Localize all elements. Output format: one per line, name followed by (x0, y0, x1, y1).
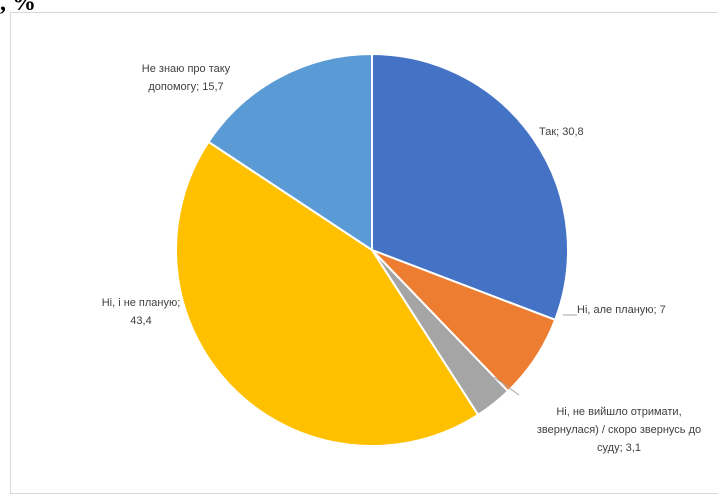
data-label-line: допомогу; 15,7 (148, 81, 223, 93)
data-label-4: Ні, і не планую; 43,4 (102, 297, 181, 327)
pie-slice-4 (175, 140, 480, 447)
chart-area: Так; 30,8 Ні, але планую; 7 Ні, не вийшло … (10, 12, 718, 494)
data-label-line: Так; 30,8 (539, 126, 584, 138)
data-label-2: Ні, але планую; 7 (577, 304, 666, 316)
pie-slice-5 (207, 52, 373, 252)
data-label-line: Не знаю про таку (142, 63, 231, 75)
data-label-line: Ні, і не планую; (102, 297, 181, 309)
data-labels: Так; 30,8 Ні, але планую; 7 Ні, не вийшло … (102, 63, 701, 454)
data-label-line: звернулася) / скоро звернусь до (537, 424, 701, 436)
pie-chart: Так; 30,8 Ні, але планую; 7 Ні, не вийшло … (102, 52, 701, 454)
data-label-line: Ні, але планую; 7 (577, 304, 666, 316)
data-label-3: Ні, не вийшло отримати, звернулася) / ско… (537, 406, 701, 454)
data-label-line: Ні, не вийшло отримати, (556, 406, 681, 418)
leader-lines (493, 314, 577, 396)
data-label-line: 43,4 (130, 315, 151, 327)
data-label-1: Так; 30,8 (539, 126, 584, 138)
leader-line-3 (493, 376, 520, 396)
data-label-5: Не знаю про таку допомогу; 15,7 (142, 63, 231, 93)
pie-slice-1 (371, 52, 569, 322)
data-label-line: суду; 3,1 (597, 442, 641, 454)
pie-slices (175, 52, 569, 447)
